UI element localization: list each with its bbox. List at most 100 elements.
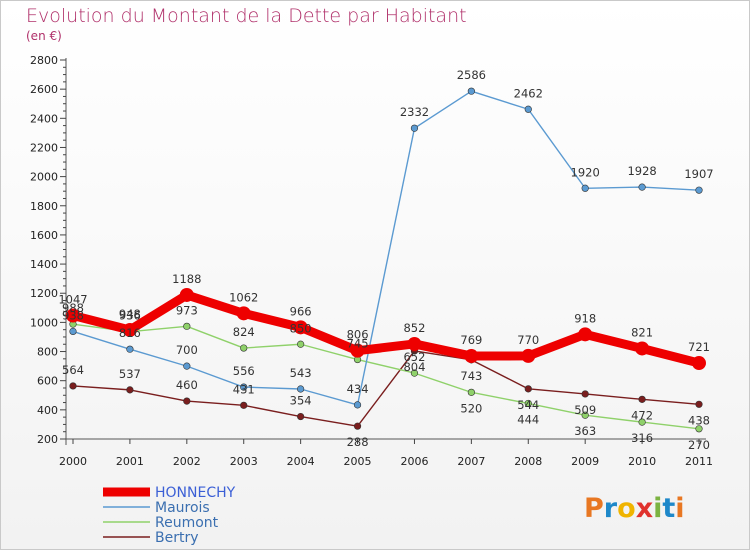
data-label-honnechy: 1062 [229, 290, 258, 304]
data-point-bertry [581, 390, 589, 398]
data-point-reumont [183, 322, 191, 330]
data-point-reumont [581, 411, 589, 419]
data-point-bertry [183, 397, 191, 405]
data-label-honnechy: 806 [347, 328, 369, 342]
x-tick-label: 2000 [59, 455, 87, 468]
x-tick-label: 2008 [514, 455, 542, 468]
data-label-reumont: 850 [290, 321, 312, 335]
data-label-reumont: 824 [233, 325, 255, 339]
data-label-reumont: 270 [688, 438, 710, 452]
data-label-maurois: 938 [62, 308, 84, 322]
y-tick-label: 2600 [30, 83, 58, 96]
legend-label-honnechy: HONNECHY [155, 485, 236, 501]
data-point-maurois [69, 327, 77, 336]
x-tick-label: 2011 [685, 455, 713, 468]
data-label-reumont: 520 [460, 401, 482, 415]
data-label-honnechy: 721 [688, 340, 710, 354]
data-label-bertry: 431 [233, 382, 255, 396]
data-point-maurois [524, 105, 532, 113]
data-label-reumont: 652 [403, 350, 425, 364]
y-tick-label: 600 [37, 375, 58, 388]
series-honnechy [66, 287, 706, 371]
y-tick-label: 2800 [30, 54, 58, 67]
x-tick-label: 2010 [628, 455, 656, 468]
y-tick-label: 200 [37, 433, 58, 446]
data-label-maurois: 2586 [457, 68, 486, 82]
data-label-maurois: 2462 [514, 86, 543, 100]
brand-letter: t [662, 493, 675, 524]
data-label-bertry: 354 [290, 394, 312, 408]
data-point-bertry [638, 395, 646, 403]
y-tick-label: 1000 [30, 316, 58, 329]
data-point-maurois [297, 385, 305, 393]
y-tick-label: 1600 [30, 229, 58, 242]
data-point-maurois [695, 186, 703, 194]
data-point-bertry [353, 422, 362, 430]
brand-letter: r [604, 493, 618, 524]
y-tick-label: 1200 [30, 287, 58, 300]
data-label-bertry: 804 [403, 360, 425, 374]
data-label-maurois: 1907 [684, 167, 713, 181]
data-point-maurois [183, 362, 191, 370]
data-label-honnechy: 821 [631, 325, 653, 339]
brand-letter: o [617, 493, 636, 524]
x-tick-label: 2006 [400, 455, 428, 468]
data-point-honnechy [236, 306, 251, 321]
data-label-reumont: 316 [631, 431, 653, 445]
y-tick-label: 2400 [30, 112, 58, 125]
data-label-bertry: 544 [517, 398, 539, 412]
data-label-reumont: 973 [176, 303, 198, 317]
data-point-maurois [240, 383, 248, 391]
data-label-maurois: 556 [233, 364, 255, 378]
data-point-bertry [69, 382, 77, 390]
data-point-reumont [695, 425, 703, 433]
x-tick-label: 2005 [344, 455, 372, 468]
y-tick-label: 400 [37, 404, 58, 417]
series-line-bertry [72, 350, 700, 427]
chart-subtitle: (en €) [26, 29, 62, 43]
data-point-maurois [353, 401, 362, 409]
data-point-reumont [297, 340, 305, 348]
data-point-bertry [240, 401, 248, 409]
data-point-reumont [467, 388, 475, 396]
data-point-maurois [581, 184, 589, 192]
data-label-honnechy: 948 [119, 307, 141, 321]
data-point-honnechy [293, 320, 308, 335]
data-point-reumont [638, 418, 646, 426]
data-point-honnechy [635, 341, 650, 356]
data-point-honnechy [578, 327, 593, 342]
axes: 200 400 600 800 1000 1200 1400 1600 1800 2000 2200… [30, 54, 713, 468]
data-label-maurois: 1928 [627, 164, 656, 178]
data-point-maurois [638, 183, 646, 191]
brand-letter: i [675, 493, 684, 524]
proxiti-logo: Proxiti [584, 493, 685, 524]
data-label-reumont: 363 [574, 424, 596, 438]
series-maurois [69, 87, 703, 409]
data-label-maurois: 1920 [571, 165, 600, 179]
data-label-bertry: 564 [62, 363, 84, 377]
brand-letter: x [636, 493, 653, 524]
data-point-reumont [410, 369, 419, 377]
data-label-maurois: 434 [347, 382, 369, 396]
brand-text: Proxiti [584, 493, 685, 524]
data-label-bertry: 460 [176, 378, 198, 392]
data-label-honnechy: 918 [574, 311, 596, 325]
y-tick-label: 1800 [30, 200, 58, 213]
x-tick-label: 2009 [571, 455, 599, 468]
data-point-honnechy [464, 349, 479, 364]
x-tick-label: 2004 [287, 455, 315, 468]
legend-label-bertry: Bertry [155, 530, 199, 546]
data-label-honnechy: 966 [290, 304, 312, 318]
data-point-honnechy [179, 287, 194, 302]
data-label-honnechy: 1047 [58, 293, 87, 307]
data-point-maurois [467, 87, 475, 95]
data-label-maurois: 816 [119, 326, 141, 340]
series-line-honnechy [68, 290, 704, 368]
data-label-honnechy: 770 [517, 333, 539, 347]
y-tick-label: 2000 [30, 171, 58, 184]
series-line-reumont [72, 323, 700, 430]
data-label-honnechy: 1188 [172, 272, 201, 286]
